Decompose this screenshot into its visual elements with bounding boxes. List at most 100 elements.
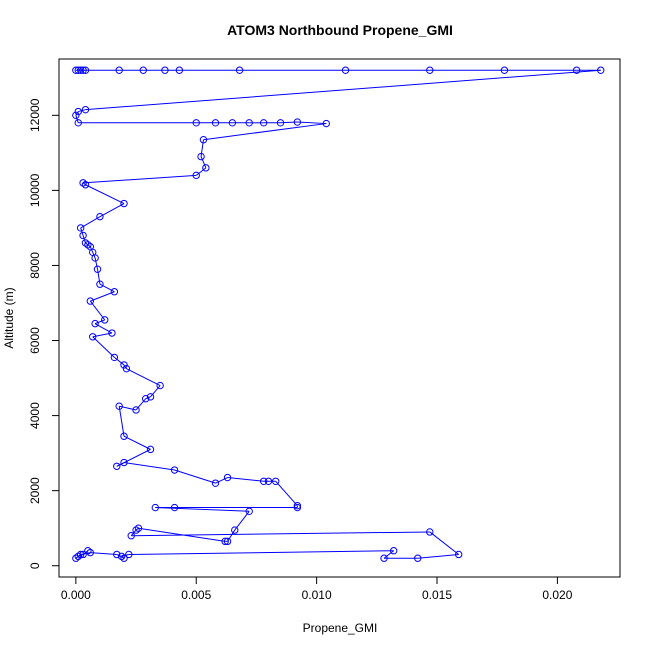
x-axis: 0.000 0.005 0.010 0.015 0.020 xyxy=(61,576,573,602)
data-point xyxy=(81,239,90,247)
data-point xyxy=(127,532,135,540)
series-segment xyxy=(417,553,459,559)
data-point xyxy=(197,152,205,161)
series-segment xyxy=(227,477,264,482)
data-point xyxy=(276,119,285,127)
series-segment xyxy=(275,480,298,507)
data-point xyxy=(84,547,92,555)
data-point xyxy=(120,432,128,440)
data-point xyxy=(175,66,184,74)
x-axis-label: Propene_GMI xyxy=(303,621,378,635)
data-point xyxy=(96,212,104,221)
data-point xyxy=(86,548,95,557)
y-tick-label: 10000 xyxy=(28,173,42,207)
series-segment xyxy=(174,469,216,484)
data-point xyxy=(235,66,244,74)
y-tick-label: 8000 xyxy=(28,252,42,279)
series-segment xyxy=(97,269,101,285)
data-point xyxy=(454,550,463,559)
series-segment xyxy=(195,167,207,176)
data-point xyxy=(500,66,509,74)
series-segment xyxy=(130,529,137,537)
data-point xyxy=(245,119,253,127)
data-point xyxy=(223,473,232,482)
data-point xyxy=(115,402,123,410)
data-point xyxy=(322,119,330,128)
data-point xyxy=(146,445,155,454)
data-point xyxy=(120,458,128,467)
series-segment xyxy=(75,115,79,123)
data-point xyxy=(86,297,95,305)
data-point xyxy=(146,393,155,401)
series-segment xyxy=(82,182,86,186)
series-segment xyxy=(92,336,115,358)
data-point xyxy=(79,231,87,240)
series-segment xyxy=(150,385,161,398)
data-point xyxy=(264,477,273,485)
y-tick-label: 2000 xyxy=(28,477,42,504)
x-tick-label: 0.005 xyxy=(181,588,211,602)
data-point xyxy=(192,119,200,127)
data-point xyxy=(151,503,160,512)
series-segment xyxy=(85,69,601,111)
data-point xyxy=(211,119,220,127)
y-axis: 0 2000 4000 6000 8000 10000 12000 xyxy=(28,98,60,569)
data-point xyxy=(72,554,80,562)
series-segment xyxy=(78,109,86,113)
data-point xyxy=(231,526,239,534)
data-point xyxy=(414,554,422,562)
y-tick-label: 12000 xyxy=(28,98,42,132)
data-point xyxy=(572,66,581,74)
data-point xyxy=(170,466,179,474)
data-point xyxy=(223,537,232,546)
data-point xyxy=(89,333,97,341)
data-point xyxy=(161,66,169,74)
data-point xyxy=(79,550,87,559)
series-segment xyxy=(135,398,147,411)
data-point xyxy=(271,477,280,485)
series-segment xyxy=(123,435,151,450)
data-point xyxy=(110,288,119,296)
y-tick-label: 4000 xyxy=(28,402,42,429)
data-point xyxy=(96,280,104,288)
data-point xyxy=(199,136,208,144)
series-segment xyxy=(383,550,394,559)
series-segment xyxy=(234,511,250,531)
series-segment xyxy=(80,216,101,229)
y-tick-label: 6000 xyxy=(28,327,42,354)
data-point xyxy=(259,119,268,127)
series-segment xyxy=(116,462,125,467)
series-segment xyxy=(126,368,161,387)
data-point xyxy=(113,462,121,470)
data-point xyxy=(134,524,143,532)
data-point xyxy=(76,550,85,559)
series-segment xyxy=(215,477,228,484)
data-point xyxy=(211,479,220,487)
data-point xyxy=(341,66,350,74)
data-point xyxy=(72,111,80,120)
data-point xyxy=(120,554,128,562)
data-point xyxy=(115,66,123,74)
data-point xyxy=(156,381,164,390)
data-point xyxy=(202,164,210,172)
series-segment xyxy=(80,227,84,236)
data-point xyxy=(110,353,119,362)
data-point xyxy=(81,181,90,189)
data-point xyxy=(259,477,268,485)
series-layer xyxy=(72,66,605,562)
data-point xyxy=(293,501,302,510)
series-segment xyxy=(131,531,430,537)
data-point xyxy=(293,503,302,512)
data-point xyxy=(101,316,109,324)
data-point xyxy=(120,199,128,208)
series-segment xyxy=(118,406,125,437)
series-segment xyxy=(80,552,91,555)
y-axis-label: Altitude (m) xyxy=(2,287,16,348)
data-point xyxy=(76,224,85,232)
data-point xyxy=(81,66,90,74)
data-point xyxy=(228,119,237,127)
x-tick-label: 0.020 xyxy=(542,588,572,602)
data-point xyxy=(122,364,131,373)
data-point xyxy=(113,550,121,559)
data-point xyxy=(84,241,92,249)
